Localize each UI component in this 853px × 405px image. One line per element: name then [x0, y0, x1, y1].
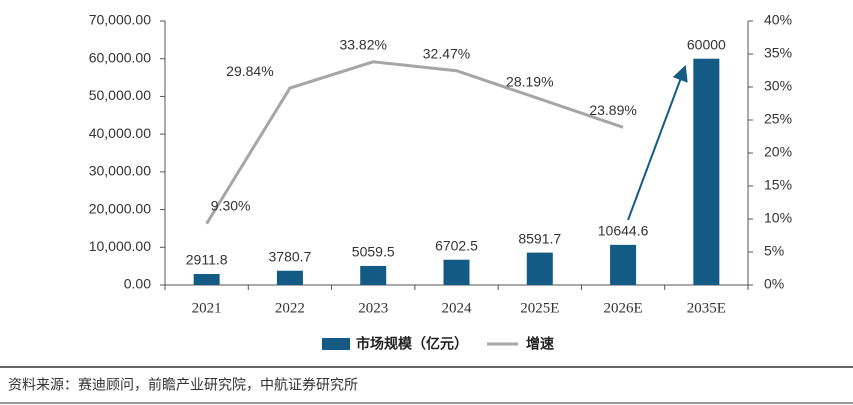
bar-value-label: 60000	[687, 36, 726, 52]
line-value-label: 23.89%	[589, 102, 636, 118]
y-tick-label: 60,000.00	[89, 49, 151, 65]
x-tick-label: 2021	[192, 300, 222, 316]
y2-tick-label: 30%	[764, 78, 792, 94]
legend-label: 增速	[526, 336, 554, 352]
line-value-label: 29.84%	[226, 63, 273, 79]
bar	[276, 270, 303, 285]
y2-tick-label: 15%	[764, 177, 792, 193]
x-tick-label: 2024	[442, 300, 473, 316]
bar-value-label: 5059.5	[352, 244, 395, 260]
y-tick-label: 20,000.00	[89, 200, 151, 216]
y2-tick-label: 25%	[764, 111, 792, 127]
bar	[193, 274, 220, 285]
y2-tick-label: 0%	[764, 276, 784, 292]
y-tick-label: 0.00	[124, 276, 151, 292]
y2-tick-label: 35%	[764, 45, 792, 61]
y2-tick-label: 40%	[764, 12, 792, 28]
y-tick-label: 70,000.00	[89, 12, 151, 28]
y-tick-label: 30,000.00	[89, 163, 151, 179]
x-tick-label: 2026E	[603, 300, 642, 316]
bar-value-label: 10644.6	[598, 223, 649, 239]
line-value-label: 33.82%	[339, 36, 386, 52]
bar-value-label: 6702.5	[435, 237, 478, 253]
x-tick-label: 2025E	[520, 300, 559, 316]
y-tick-label: 10,000.00	[89, 238, 151, 254]
bar-value-label: 3780.7	[269, 248, 312, 264]
x-tick-label: 2022	[275, 300, 305, 316]
trend-arrow	[627, 64, 688, 221]
bar	[443, 259, 470, 285]
bar-value-label: 8591.7	[518, 230, 561, 246]
line-value-label: 28.19%	[506, 74, 553, 90]
y-tick-label: 40,000.00	[89, 125, 151, 141]
x-tick-label: 2023	[358, 300, 388, 316]
line-value-label: 32.47%	[423, 45, 470, 61]
y2-tick-label: 10%	[764, 210, 792, 226]
bar	[693, 58, 720, 285]
x-tick-label: 2035E	[687, 300, 726, 316]
y-tick-label: 50,000.00	[89, 87, 151, 103]
bar	[360, 265, 387, 285]
legend-label: 市场规模（亿元）	[356, 336, 468, 352]
y2-tick-label: 5%	[764, 243, 784, 259]
bar	[526, 252, 553, 285]
line-value-label: 9.30%	[211, 197, 251, 213]
bar	[610, 244, 637, 285]
source-note: 资料来源：赛迪顾问，前瞻产业研究院，中航证券研究所	[8, 377, 358, 393]
y2-tick-label: 20%	[764, 144, 792, 160]
legend-swatch	[322, 338, 350, 350]
bar-value-label: 2911.8	[186, 252, 228, 268]
line	[205, 60, 624, 225]
